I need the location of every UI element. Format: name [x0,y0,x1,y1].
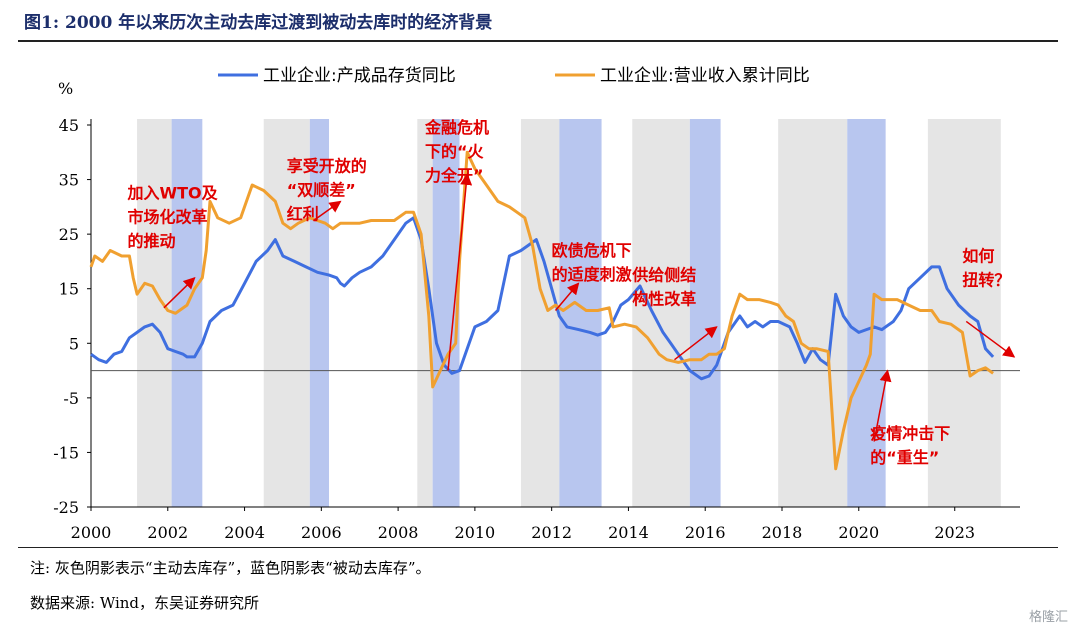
annotation-text: 如何扭转？ [962,246,1010,289]
shaded-periods [137,119,1001,507]
figure-source: 数据来源: Wind，东吴证券研究所 [30,594,260,612]
annotation-arrow [965,320,1016,358]
shade-gray-6 [520,119,560,507]
shade-gray-4 [417,119,433,507]
annotation-text: 欧债危机下的适度刺激 [552,241,632,284]
figure-title: 图1: 2000 年以来历次主动去库过渡到被动去库时的经济背景 [24,13,493,33]
series-line-inventory [90,216,995,381]
watermark: 格隆汇 [1028,610,1068,625]
annotation-arrow [313,200,342,222]
x-tick-label: 2023 [934,523,975,542]
shade-blue-9 [689,119,721,507]
x-tick-label: 2014 [608,523,649,542]
x-tick-label: 2004 [224,523,265,542]
annotation-arrow [447,172,473,371]
annotation-text: 加入WTO及市场化改革的推动 [126,184,218,251]
x-tick-label: 2010 [455,523,496,542]
y-tick-label: 25 [59,225,79,244]
top-rule [18,40,1058,42]
chart: 工业企业:产成品存货同比 工业企业:营业收入累计同比 % 45 35 25 15 5 -5… [53,66,1020,542]
x-tick-label: 2008 [378,523,419,542]
y-tick-label: -15 [53,443,79,462]
y-tick-label: 45 [59,116,79,135]
annotation-arrow [163,276,196,309]
x-tick-label: 2000 [71,523,112,542]
y-tick-label: -5 [63,389,79,408]
y-tick-label: 35 [59,171,79,190]
x-tick-label: 2012 [531,523,572,542]
shade-blue-5 [432,119,460,507]
annotation-text: 金融危机下的“火力全开” [424,118,489,185]
x-tick-label: 2002 [147,523,188,542]
annotation-text: 享受开放的“双顺差”红利 [287,156,367,223]
annotation-text: 疫情冲击下的“重生” [870,424,950,467]
axes: 45 35 25 15 5 -5 -15 -25 2000 2002 2004 2006 2008 201… [53,116,1020,542]
y-tick-label: -25 [53,498,79,517]
x-tick-label: 2016 [685,523,726,542]
shade-blue-3 [309,119,330,507]
x-tick-label: 2018 [762,523,803,542]
shade-gray-0 [137,119,172,507]
shade-gray-10 [778,119,848,507]
legend-label-inventory: 工业企业:产成品存货同比 [263,66,456,86]
shade-blue-11 [847,119,886,507]
figure-note: 注: 灰色阴影表示“主动去库存”，蓝色阴影表“被动去库存”。 [30,559,431,577]
annotation-arrow [873,369,892,442]
legend-label-revenue: 工业企业:营业收入累计同比 [600,66,810,86]
y-tick-label: 5 [69,334,79,353]
y-axis-unit: % [58,79,73,98]
annotation-arrow [674,326,718,361]
shade-gray-8 [632,119,690,507]
series-lines [89,150,995,471]
x-tick-label: 2006 [301,523,342,542]
shade-gray-2 [263,119,310,507]
x-tick-label: 2020 [838,523,879,542]
shade-blue-7 [559,119,602,507]
shade-gray-12 [927,119,1001,507]
bottom-rule [18,547,1058,548]
y-tick-label: 15 [59,280,79,299]
legend: 工业企业:产成品存货同比 工业企业:营业收入累计同比 [218,66,810,86]
annotation-text: 供给侧结构性改革 [631,266,696,309]
annotation-arrow [554,282,580,312]
series-line-revenue [89,150,994,471]
